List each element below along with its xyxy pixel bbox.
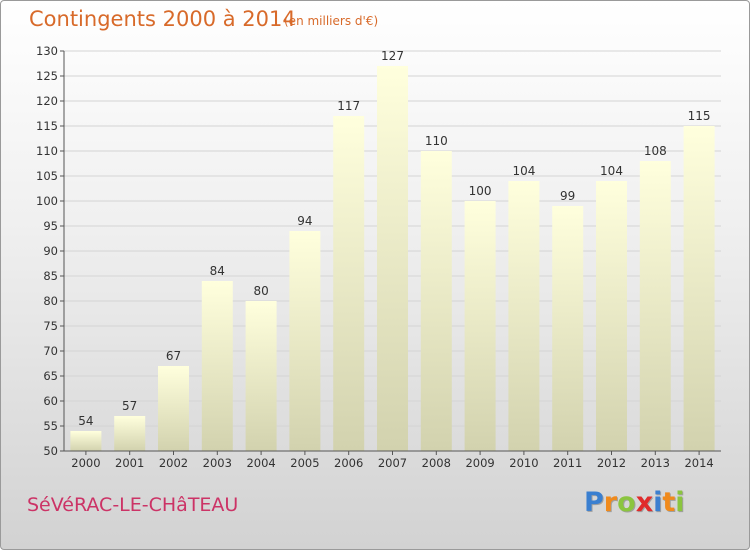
city-name: SéVéRAC-LE-CHâTEAU bbox=[27, 494, 239, 516]
x-tick-label: 2013 bbox=[641, 456, 670, 470]
y-tick-label: 50 bbox=[43, 444, 58, 458]
x-tick-label: 2005 bbox=[290, 456, 319, 470]
y-tick-label: 70 bbox=[43, 344, 58, 358]
y-tick-label: 75 bbox=[43, 319, 58, 333]
bar bbox=[508, 181, 540, 451]
value-label: 80 bbox=[253, 284, 268, 298]
y-tick-label: 80 bbox=[43, 294, 58, 308]
y-tick-label: 95 bbox=[43, 219, 58, 233]
bar bbox=[464, 201, 496, 451]
value-label: 100 bbox=[469, 184, 492, 198]
x-tick-label: 2010 bbox=[509, 456, 538, 470]
bar bbox=[420, 151, 452, 451]
y-tick-label: 85 bbox=[43, 269, 58, 283]
logo-letter: P bbox=[584, 487, 604, 518]
value-label: 117 bbox=[337, 99, 360, 113]
x-tick-label: 2011 bbox=[553, 456, 582, 470]
x-tick-label: 2002 bbox=[159, 456, 188, 470]
value-label: 57 bbox=[122, 399, 137, 413]
x-tick-label: 2012 bbox=[597, 456, 626, 470]
chart-title: Contingents 2000 à 2014 bbox=[29, 7, 296, 31]
bar bbox=[552, 206, 584, 451]
value-label: 54 bbox=[78, 414, 93, 428]
logo-letter: i bbox=[653, 487, 663, 518]
bar bbox=[70, 431, 102, 451]
value-label: 127 bbox=[381, 49, 404, 63]
value-label: 110 bbox=[425, 134, 448, 148]
x-tick-label: 2001 bbox=[115, 456, 144, 470]
y-tick-label: 65 bbox=[43, 369, 58, 383]
bar bbox=[377, 66, 408, 451]
logo-letter: o bbox=[617, 487, 636, 518]
bar bbox=[683, 126, 715, 451]
y-tick-labels: 50 55 60 65 70 75 80 85 90 95 100 105 110 115 120 125 13… bbox=[36, 44, 58, 458]
y-tick-label: 125 bbox=[36, 69, 58, 83]
value-label: 67 bbox=[166, 349, 181, 363]
y-tick-label: 90 bbox=[43, 244, 58, 258]
x-tick-label: 2007 bbox=[378, 456, 407, 470]
value-label: 104 bbox=[600, 164, 623, 178]
logo-letter: r bbox=[603, 487, 618, 518]
chart-subtitle: (en milliers d'€) bbox=[284, 14, 379, 28]
y-tick-label: 130 bbox=[36, 44, 58, 58]
y-tick-label: 100 bbox=[36, 194, 58, 208]
y-tick-label: 110 bbox=[36, 144, 58, 158]
value-label: 94 bbox=[297, 214, 312, 228]
value-label: 115 bbox=[688, 109, 711, 123]
x-tick-label: 2004 bbox=[246, 456, 275, 470]
x-tick-label: 2014 bbox=[684, 456, 713, 470]
bar bbox=[333, 116, 365, 451]
bar bbox=[596, 181, 627, 451]
bars bbox=[70, 66, 715, 451]
y-tick-label: 120 bbox=[36, 94, 58, 108]
bar bbox=[201, 281, 233, 451]
bar bbox=[114, 416, 146, 451]
value-label: 84 bbox=[210, 264, 225, 278]
bar bbox=[245, 301, 277, 451]
value-label: 104 bbox=[512, 164, 535, 178]
logo-letter: i bbox=[675, 487, 685, 518]
x-tick-label: 2006 bbox=[334, 456, 363, 470]
axes bbox=[60, 50, 721, 455]
x-tick-labels: 2000 2001 2002 2003 2004 2005 2006 2007 2008 2009… bbox=[71, 456, 713, 470]
bar bbox=[639, 161, 671, 451]
y-tick-label: 105 bbox=[36, 169, 58, 183]
value-label: 108 bbox=[644, 144, 667, 158]
logo-letter: t bbox=[662, 487, 676, 518]
x-tick-label: 2000 bbox=[71, 456, 100, 470]
x-tick-label: 2009 bbox=[465, 456, 494, 470]
value-label: 99 bbox=[560, 189, 575, 203]
x-tick-label: 2003 bbox=[203, 456, 232, 470]
proxiti-logo[interactable]: Proxiti bbox=[584, 487, 685, 518]
y-tick-label: 60 bbox=[43, 394, 58, 408]
y-tick-label: 115 bbox=[36, 119, 58, 133]
value-labels: 54 57 67 84 80 94 117 127 110 100 104 99 104 108 115 bbox=[78, 49, 710, 428]
bar bbox=[158, 366, 189, 451]
bar bbox=[289, 231, 321, 451]
logo-letter: x bbox=[635, 487, 654, 518]
x-tick-label: 2008 bbox=[422, 456, 451, 470]
y-tick-label: 55 bbox=[43, 419, 58, 433]
